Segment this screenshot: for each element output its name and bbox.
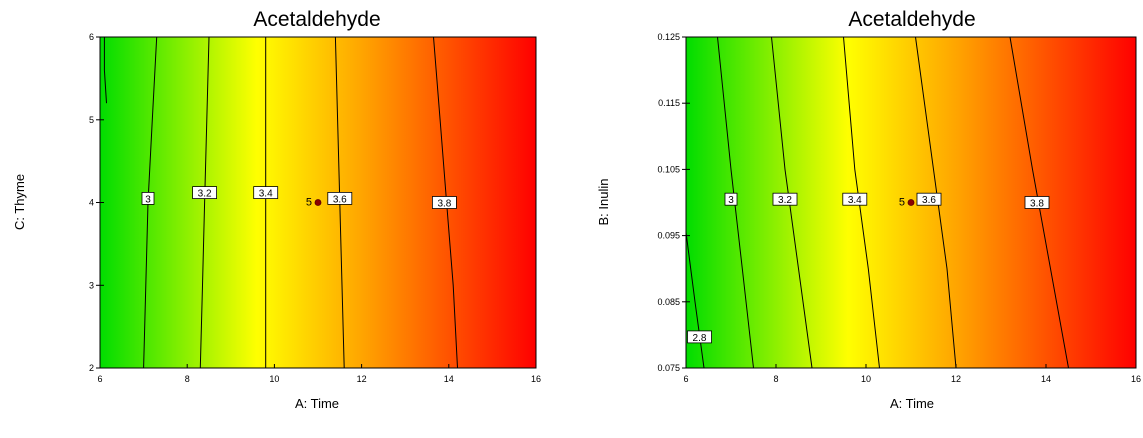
- contour-label-text: 3.2: [198, 189, 212, 200]
- contour-label: 3: [141, 191, 155, 205]
- contour-line: [685, 232, 705, 369]
- x-tick-label: 16: [1131, 374, 1141, 384]
- x-tick-label: 6: [683, 374, 688, 384]
- contour-label-box: [687, 330, 712, 344]
- x-tick-label: 10: [269, 374, 279, 384]
- contour-line: [1009, 36, 1069, 369]
- design-point-label: 5: [306, 197, 312, 209]
- contour-line: [103, 37, 107, 104]
- contour-label: 3: [724, 192, 738, 206]
- x-tick-label: 14: [444, 374, 454, 384]
- contour-label-box: [1024, 196, 1050, 209]
- contour-label-box: [253, 186, 279, 200]
- x-tick-label: 16: [531, 374, 541, 384]
- contour-label-box: [724, 192, 738, 206]
- x-axis-title: A: Time: [295, 396, 339, 411]
- contour-label-text: 3: [145, 194, 151, 205]
- contour-label: 3.8: [1024, 196, 1050, 210]
- contour-line: [915, 36, 957, 369]
- contour-label-box: [141, 191, 155, 205]
- contour-label-box: [192, 186, 218, 200]
- y-tick-label: 2: [89, 363, 94, 373]
- x-tick-label: 14: [1041, 374, 1051, 384]
- y-axis-ticks: 0.075 0.085 0.095 0.105 0.115 0.125: [657, 32, 690, 373]
- contour-panel-thyme: Acetaldehyde 33.2 3.43.6 3.8 5 6 8 10 12 14 16 …: [12, 8, 541, 411]
- y-tick-label: 0.095: [657, 231, 680, 241]
- design-point: [314, 199, 322, 206]
- y-axis-ticks: 2 3 4 5 6: [89, 32, 104, 373]
- contour-panel-inulin: Acetaldehyde 2.8 3 3.2 3.4 3.6 3.8 5 6 8 10 12 14…: [596, 8, 1141, 411]
- contour-label-text: 3.2: [778, 195, 792, 206]
- contour-line: [199, 36, 210, 369]
- contour-labels: 3 3.2 3.4 3.6 3.8: [141, 186, 457, 210]
- x-tick-label: 8: [185, 374, 190, 384]
- contour-label-text: 2.8: [693, 333, 707, 344]
- contour-label: 3.2: [192, 186, 218, 200]
- contour-label: 3.6: [916, 192, 942, 206]
- y-axis-title: C: Thyme: [12, 174, 27, 230]
- y-tick-label: 0.125: [657, 32, 680, 42]
- x-tick-label: 6: [97, 374, 102, 384]
- design-points: 5: [306, 197, 322, 209]
- contour-label: 3.4: [253, 186, 279, 200]
- design-point: [907, 199, 915, 206]
- y-tick-label: 6: [89, 32, 94, 42]
- contour-label-box: [842, 192, 868, 206]
- y-tick-label: 5: [89, 115, 94, 125]
- y-axis-title: B: Inulin: [596, 179, 611, 226]
- contour-label-text: 3.8: [1030, 199, 1044, 210]
- contour-label: 2.8: [687, 330, 712, 344]
- contour-lines: [685, 36, 1069, 369]
- contour-label: 3.8: [431, 196, 457, 210]
- contour-label-box: [327, 191, 353, 205]
- contour-label-box: [431, 196, 457, 209]
- chart-title: Acetaldehyde: [253, 8, 380, 31]
- x-axis-ticks: 6 8 10 12 14 16: [683, 364, 1141, 384]
- y-tick-label: 0.075: [657, 363, 680, 373]
- y-tick-label: 0.105: [657, 164, 680, 174]
- contour-label-text: 3: [728, 195, 734, 206]
- contour-label: 3.6: [327, 191, 353, 205]
- x-tick-label: 10: [861, 374, 871, 384]
- contour-label-box: [916, 192, 942, 206]
- contour-label-box: [772, 192, 798, 206]
- contour-line: [843, 36, 880, 369]
- design-points: 5: [899, 197, 915, 209]
- y-tick-label: 0.115: [658, 98, 680, 108]
- x-tick-label: 8: [773, 374, 778, 384]
- contour-label-text: 3.8: [437, 199, 451, 210]
- y-tick-label: 4: [89, 198, 94, 208]
- contour-label: 3.2: [772, 192, 798, 206]
- contour-label-text: 3.4: [848, 195, 862, 206]
- x-tick-label: 12: [357, 374, 367, 384]
- contour-labels: 2.8 3 3.2 3.4 3.6 3.8: [687, 192, 1050, 344]
- y-tick-label: 0.085: [657, 297, 680, 307]
- x-axis-title: A: Time: [890, 396, 934, 411]
- chart-title: Acetaldehyde: [848, 8, 975, 31]
- contour-line: [771, 36, 813, 369]
- contour-label-text: 3.4: [259, 189, 273, 200]
- contour-label-text: 3.6: [333, 194, 347, 205]
- y-tick-label: 3: [89, 280, 94, 290]
- plot-frame: [685, 36, 1137, 369]
- contour-label: 3.4: [842, 192, 868, 206]
- contour-label-text: 3.6: [922, 195, 936, 206]
- x-tick-label: 12: [951, 374, 961, 384]
- design-point-label: 5: [899, 197, 905, 209]
- x-axis-ticks: 6 8 10 12 14 16: [97, 364, 541, 384]
- contour-line: [717, 36, 754, 369]
